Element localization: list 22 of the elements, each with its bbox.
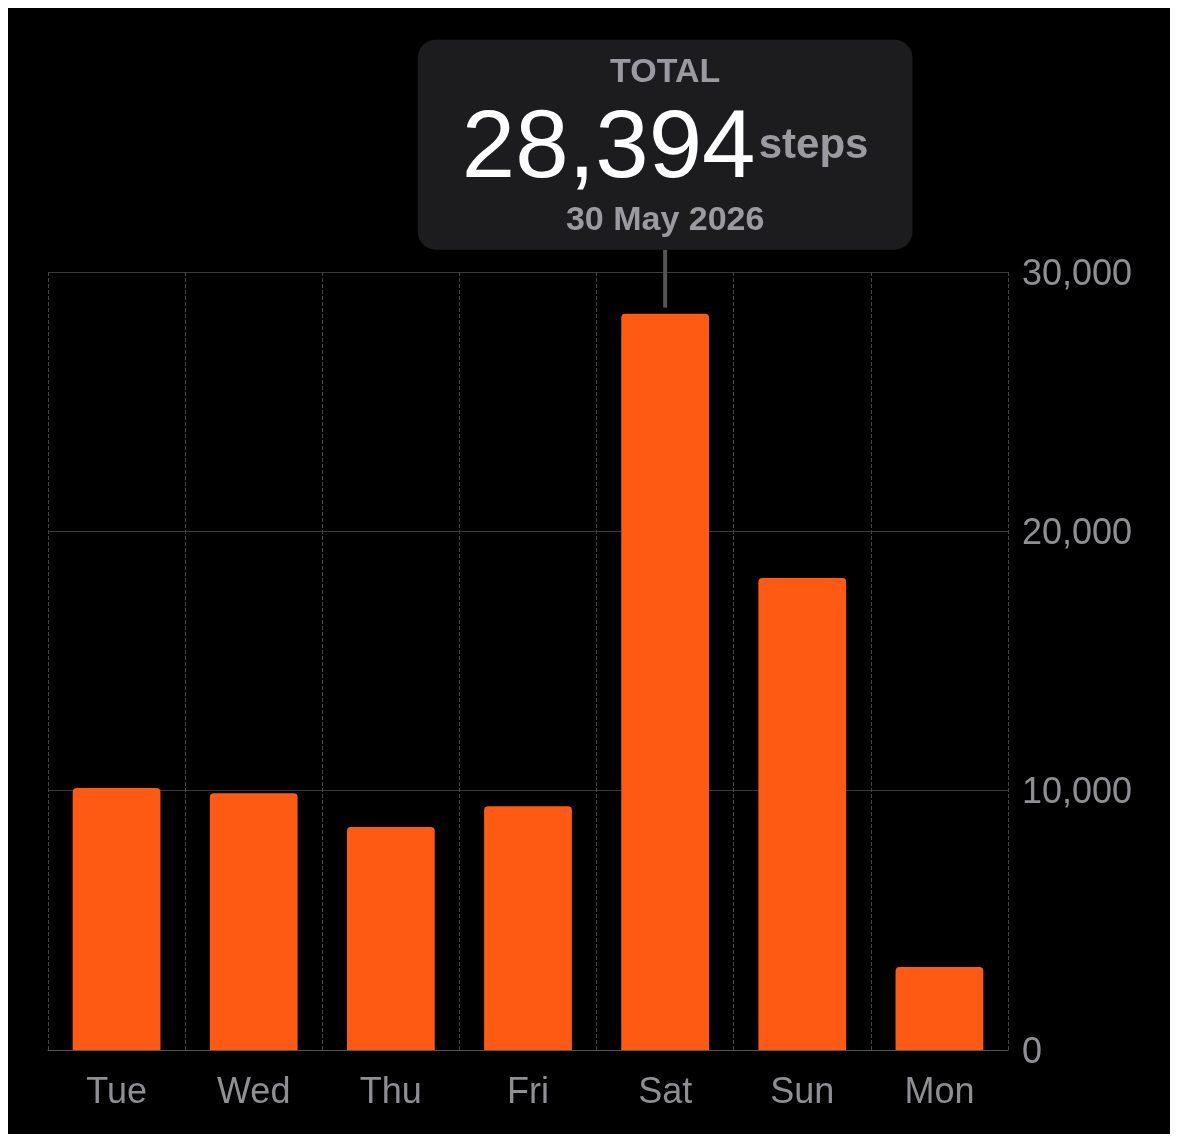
bar [346,826,435,1050]
bar [895,967,984,1050]
bar [72,788,161,1050]
y-tick-label: 20,000 [1022,510,1133,552]
data-label: 28,394 [461,90,756,198]
x-tick-label: Sun [770,1069,835,1111]
y-tick-label: 30,000 [1022,251,1133,293]
bar [621,313,710,1050]
y-tick-label: 0 [1022,1029,1043,1071]
text: TOTAL [610,50,721,89]
x-tick-label: Thu [359,1069,422,1111]
x-tick-label: Sat [638,1069,693,1111]
bar [209,793,298,1050]
bar [484,806,572,1050]
bar [758,578,847,1050]
x-tick-label: Fri [507,1069,549,1111]
x-tick-label: Wed [217,1069,291,1111]
x-tick-label: Mon [904,1069,975,1111]
x-tick-label: Tue [86,1069,147,1111]
text: 30 May 2026 [565,198,765,237]
text: steps [758,120,869,168]
y-tick-label: 10,000 [1022,770,1133,812]
